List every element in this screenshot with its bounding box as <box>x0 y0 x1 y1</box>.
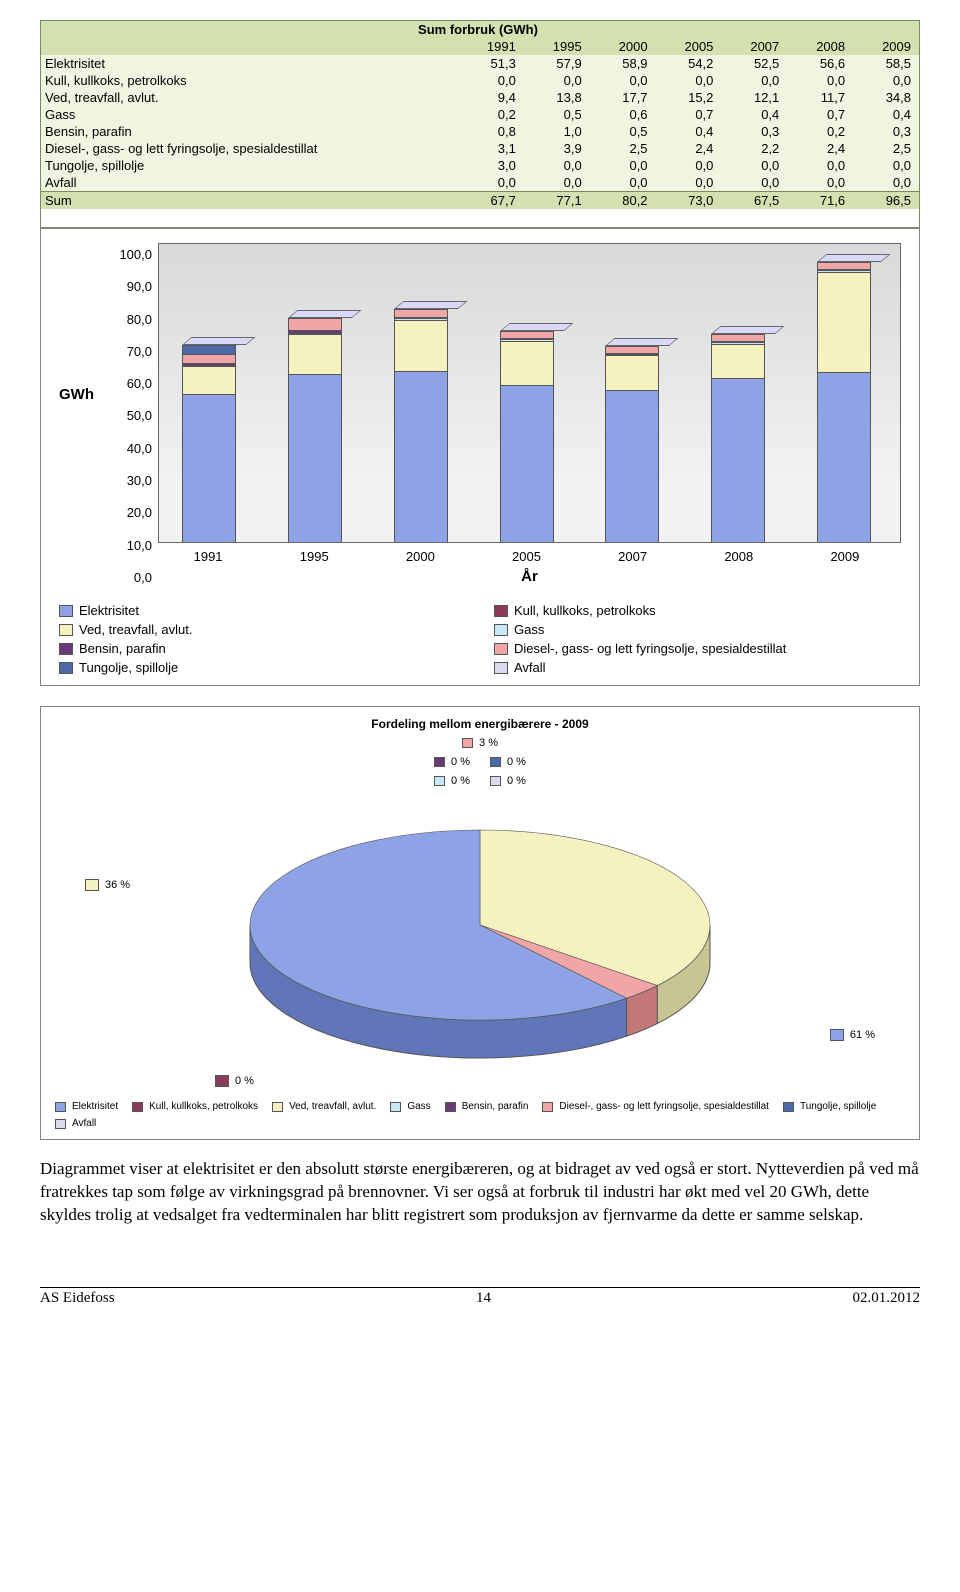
pie-label-left: 36 % <box>85 879 130 891</box>
bar <box>487 254 567 542</box>
year-header: 2000 <box>590 38 656 55</box>
bar <box>169 254 249 542</box>
energy-table: Sum forbruk (GWh) 1991199520002005200720… <box>40 20 920 228</box>
pie-top-label: 0 % <box>490 773 526 790</box>
pie-legend-item: Bensin, parafin <box>445 1101 529 1112</box>
year-header: 1995 <box>524 38 590 55</box>
footer-left: AS Eidefoss <box>40 1290 115 1307</box>
legend-item: Tungolje, spillolje <box>59 660 466 675</box>
pie-legend-item: Ved, treavfall, avlut. <box>272 1101 376 1112</box>
pie-legend-item: Avfall <box>55 1118 96 1129</box>
pie-legend-item: Kull, kullkoks, petrolkoks <box>132 1101 258 1112</box>
legend-item: Elektrisitet <box>59 603 466 618</box>
bar <box>698 254 778 542</box>
footer-right: 02.01.2012 <box>853 1290 921 1307</box>
table-row: Avfall0,00,00,00,00,00,00,0 <box>41 174 919 192</box>
table-row: Ved, treavfall, avlut.9,413,817,715,212,… <box>41 89 919 106</box>
bar <box>381 254 461 542</box>
year-header: 2005 <box>656 38 722 55</box>
bar-chart: GWh 100,090,080,070,060,050,040,030,020,… <box>40 228 920 686</box>
pie-legend-item: Diesel-, gass- og lett fyringsolje, spes… <box>542 1101 769 1112</box>
bar <box>592 254 672 542</box>
pie-legend-item: Tungolje, spillolje <box>783 1101 876 1112</box>
table-title: Sum forbruk (GWh) <box>41 21 919 38</box>
legend-item: Bensin, parafin <box>59 641 466 656</box>
pie-legend: Elektrisitet Kull, kullkoks, petrolkoks Ve… <box>55 1101 905 1129</box>
legend-item: Kull, kullkoks, petrolkoks <box>494 603 901 618</box>
year-header: 1991 <box>458 38 524 55</box>
table-sum-row: Sum67,777,180,273,067,571,696,5 <box>41 192 919 210</box>
x-axis-title: År <box>158 568 901 585</box>
year-header: 2009 <box>853 38 919 55</box>
y-axis-title: GWh <box>59 386 94 403</box>
bar-legend: Elektrisitet Kull, kullkoks, petrolkoks Ve… <box>59 603 901 675</box>
legend-item: Gass <box>494 622 901 637</box>
pie-chart: Fordeling mellom energibærere - 2009 3 %… <box>40 706 920 1140</box>
year-header: 2008 <box>787 38 853 55</box>
pie-top-label: 0 % <box>434 773 470 790</box>
table-row: Gass0,20,50,60,70,40,70,4 <box>41 106 919 123</box>
pie-top-label: 0 % <box>490 754 526 771</box>
pie-top-label: 3 % <box>462 735 498 752</box>
pie-top-labels: 3 % 0 % 0 % 0 % 0 % <box>55 735 905 791</box>
pie-plot <box>200 795 760 1075</box>
legend-item: Diesel-, gass- og lett fyringsolje, spes… <box>494 641 901 656</box>
body-paragraph: Diagrammet viser at elektrisitet er den … <box>40 1158 920 1227</box>
pie-top-label: 0 % <box>434 754 470 771</box>
table-row: Kull, kullkoks, petrolkoks0,00,00,00,00,… <box>41 72 919 89</box>
table-row: Diesel-, gass- og lett fyringsolje, spes… <box>41 140 919 157</box>
bar <box>275 254 355 542</box>
bar-plot <box>158 243 901 543</box>
legend-item: Avfall <box>494 660 901 675</box>
y-axis-labels: 100,090,080,070,060,050,040,030,020,010,… <box>106 243 152 585</box>
table-row: Bensin, parafin0,81,00,50,40,30,20,3 <box>41 123 919 140</box>
legend-item: Ved, treavfall, avlut. <box>59 622 466 637</box>
bar <box>804 254 884 542</box>
pie-label-bottom: 0 % <box>215 1075 254 1087</box>
table-row: Elektrisitet51,357,958,954,252,556,658,5 <box>41 55 919 72</box>
footer-center: 14 <box>476 1290 491 1307</box>
pie-label-right: 61 % <box>830 1029 875 1041</box>
pie-legend-item: Elektrisitet <box>55 1101 118 1112</box>
page-footer: AS Eidefoss 14 02.01.2012 <box>40 1287 920 1307</box>
pie-legend-item: Gass <box>390 1101 430 1112</box>
pie-title: Fordeling mellom energibærere - 2009 <box>55 717 905 731</box>
table-row: Tungolje, spillolje3,00,00,00,00,00,00,0 <box>41 157 919 174</box>
x-axis-labels: 1991199520002005200720082009 <box>158 549 901 564</box>
year-header: 2007 <box>721 38 787 55</box>
